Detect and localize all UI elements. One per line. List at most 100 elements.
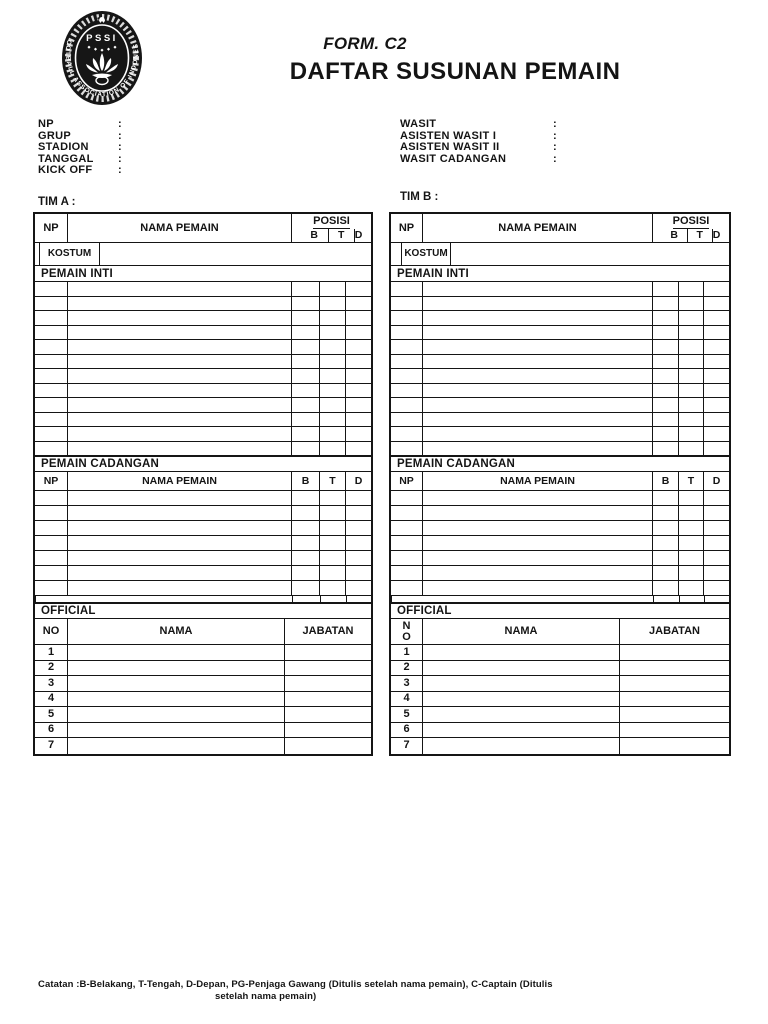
field-colon: :	[118, 129, 122, 142]
col-header-b: B	[301, 229, 329, 242]
cell-np	[391, 441, 423, 455]
cell-nama	[68, 491, 292, 505]
cell-np	[35, 311, 68, 325]
cell-d	[704, 491, 729, 505]
col-header-posisi: POSISI	[672, 214, 710, 229]
match-info: NP: GRUP: STADION: TANGGAL: KICK OFF: WA…	[38, 118, 730, 177]
logo-banner	[92, 73, 112, 78]
inti-row	[391, 383, 729, 398]
official-row: 7	[391, 738, 729, 754]
col-header-nama-pemain: NAMA PEMAIN	[68, 472, 292, 490]
cell-nama	[423, 707, 620, 722]
cell-d	[346, 326, 371, 340]
cell-np	[35, 566, 68, 580]
cell-d	[346, 506, 371, 520]
field-wasit: WASIT:	[400, 118, 730, 131]
cell-jabatan	[620, 676, 729, 691]
col-header-t: T	[329, 229, 355, 242]
cell-t	[679, 566, 704, 580]
cell-b	[292, 566, 320, 580]
cell-np	[35, 296, 68, 310]
cell-b	[292, 596, 320, 602]
cell-d	[704, 413, 729, 427]
cell-t	[679, 491, 704, 505]
cell-t	[320, 398, 346, 412]
cell-b	[292, 581, 320, 595]
cell-np	[391, 551, 423, 565]
cell-nama	[68, 296, 292, 310]
cell-b	[292, 412, 320, 426]
inti-row	[35, 282, 371, 297]
table-header: NP NAMA PEMAIN POSISI B T D	[35, 214, 371, 243]
cell-t	[320, 491, 346, 505]
inti-row	[35, 369, 371, 384]
cell-d	[346, 297, 371, 311]
inti-row	[391, 354, 729, 369]
cell-b	[653, 536, 679, 550]
inti-row	[391, 441, 729, 456]
cell-b	[292, 340, 320, 354]
team-b-table: NP NAMA PEMAIN POSISI B T D KOSTUM PEMAI…	[389, 212, 731, 756]
cell-no: 2	[35, 660, 68, 675]
field-asisten-wasit-1: ASISTEN WASIT I:	[400, 130, 730, 143]
cell-t	[320, 383, 346, 397]
cell-no: 4	[391, 691, 423, 706]
cell-d	[704, 326, 729, 340]
inti-row	[391, 340, 729, 355]
cell-nama	[423, 441, 653, 455]
cell-nama	[68, 551, 292, 565]
cell-d	[704, 506, 729, 520]
team-titles: TIM A : TIM B :	[38, 191, 738, 208]
official-row: 6	[35, 722, 371, 738]
field-np: NP:	[38, 118, 400, 131]
field-kickoff: KICK OFF:	[38, 165, 400, 177]
cell-jabatan	[620, 707, 729, 722]
official-row: 4	[391, 691, 729, 707]
cell-np	[35, 441, 68, 455]
inti-row	[35, 325, 371, 340]
cell-nama	[423, 506, 653, 520]
kostum-row: KOSTUM	[35, 243, 371, 266]
cell-nama	[68, 722, 285, 737]
cell-d	[704, 536, 729, 550]
cell-nama	[423, 311, 653, 325]
col-header-np: NP	[35, 472, 68, 490]
col-header-posisi: POSISI	[313, 214, 350, 229]
col-header-np: NP	[391, 214, 423, 242]
inti-row	[35, 412, 371, 427]
cell-d	[346, 491, 371, 505]
cell-nama	[423, 566, 653, 580]
col-header-jabatan: JABATAN	[649, 625, 700, 637]
cell-nama	[423, 738, 620, 754]
cell-b	[292, 441, 320, 455]
inti-row	[391, 296, 729, 311]
cell-t	[320, 427, 346, 441]
col-header-b: B	[292, 472, 320, 490]
cell-b	[292, 536, 320, 550]
kostum-row: KOSTUM	[391, 243, 729, 266]
cell-b	[653, 581, 679, 595]
cadangan-row	[391, 536, 729, 551]
cell-no: 2	[391, 660, 423, 675]
cell-t	[679, 282, 704, 296]
cell-b	[653, 369, 679, 383]
cell-no: 7	[35, 738, 68, 754]
col-header-d: D	[712, 474, 721, 487]
logo-top-flower	[99, 17, 105, 23]
section-pemain-inti: PEMAIN INTI	[391, 266, 729, 282]
cell-d	[346, 340, 371, 354]
cell-nama	[68, 354, 292, 368]
official-row: 6	[391, 722, 729, 738]
cell-nama	[68, 325, 292, 339]
cadangan-row	[391, 566, 729, 581]
page-title: DAFTAR SUSUNAN PEMAIN	[289, 58, 621, 85]
col-header-t: T	[688, 229, 713, 242]
cell-np	[391, 521, 423, 535]
inti-row	[35, 427, 371, 442]
official-row: 5	[391, 707, 729, 723]
field-label: GRUP	[38, 129, 71, 142]
cell-nama	[68, 536, 292, 550]
cell-b	[653, 354, 679, 368]
cell-nama	[423, 581, 653, 595]
cell-jabatan	[620, 692, 729, 707]
